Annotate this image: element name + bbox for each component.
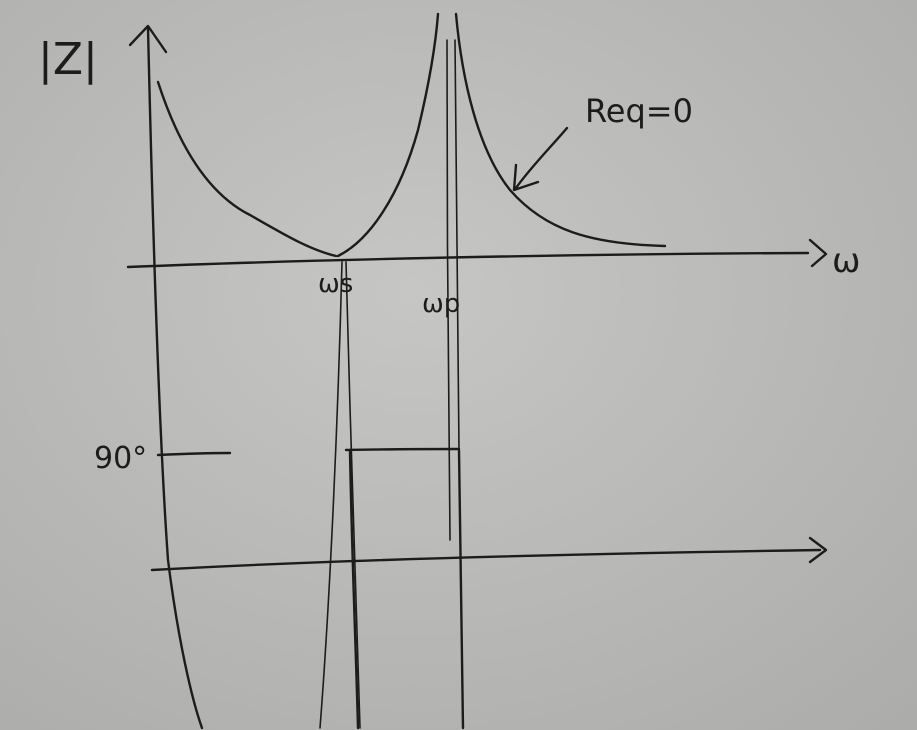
wp-guide-line-right — [454, 39, 460, 451]
magnitude-axis — [146, 26, 204, 730]
annotation-arrowhead — [512, 163, 540, 192]
phase-step-left — [348, 450, 360, 730]
magnitude-curve-middle — [336, 12, 440, 258]
phase-step-right — [457, 448, 465, 730]
ws-label: ωs — [318, 269, 353, 299]
magnitude-axis-arrowhead — [128, 24, 168, 54]
magnitude-curve-left — [156, 80, 338, 258]
annotation-arrow — [514, 126, 569, 190]
omega-axis-label: ω — [832, 241, 860, 281]
phase-90-label: 90° — [94, 441, 147, 476]
req-annotation: Req=0 — [585, 92, 693, 130]
ws-drop-line-left — [319, 261, 343, 729]
phase-step-top — [344, 447, 461, 452]
omega-axis — [126, 251, 810, 269]
wp-label: ωp — [422, 289, 460, 319]
magnitude-label: |Z| — [38, 34, 98, 85]
omega-axis-arrowhead — [808, 238, 828, 268]
phase-axis — [150, 548, 822, 572]
ws-drop-line-right — [345, 261, 361, 729]
phase-axis-arrowhead — [808, 536, 828, 564]
magnitude-curve-right — [454, 12, 667, 248]
wp-guide-line-left — [446, 39, 451, 541]
phase-90-tick — [156, 451, 232, 457]
